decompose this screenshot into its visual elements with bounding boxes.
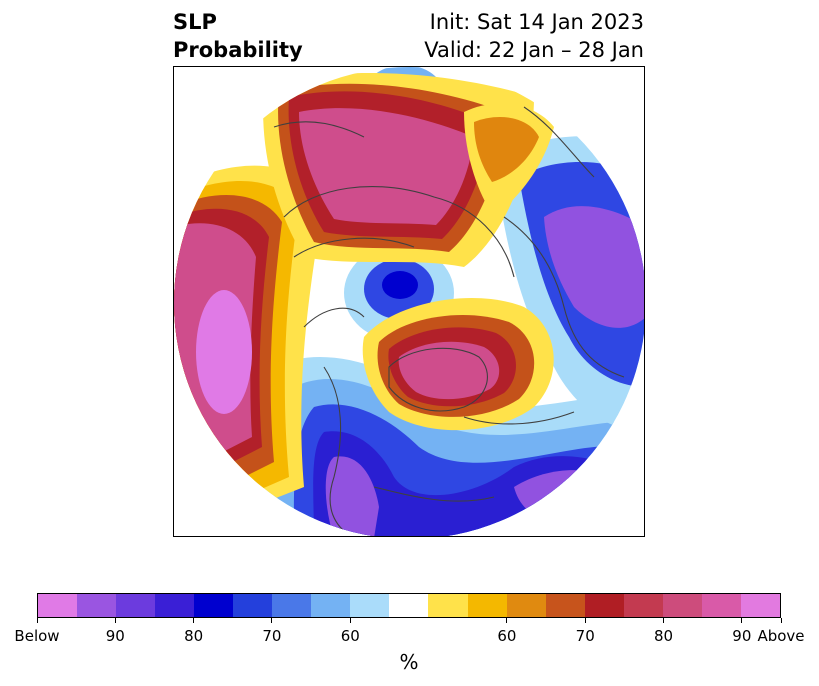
colorbar-swatch [701, 594, 741, 617]
colorbar-swatch [233, 594, 273, 617]
colorbar-tick-label: 70 [575, 627, 595, 645]
colorbar-tick [663, 618, 665, 623]
colorbar-swatch [428, 594, 468, 617]
colorbar-swatch [77, 594, 117, 617]
above-region-pacific-core [196, 290, 252, 414]
colorbar-swatch [194, 594, 234, 617]
colorbar-tick-label: 60 [340, 627, 360, 645]
colorbar-tick-label: 90 [732, 627, 752, 645]
colorbar-tick [193, 618, 195, 623]
colorbar-swatch [623, 594, 663, 617]
colorbar-swatch [116, 594, 156, 617]
colorbar-swatch [38, 594, 78, 617]
colorbar-swatch [467, 594, 507, 617]
colorbar-swatch [740, 594, 780, 617]
colorbar-tick [741, 618, 743, 623]
colorbar-tick-label: 80 [184, 627, 204, 645]
below-region-arctic-core [382, 271, 418, 299]
init-date: Init: Sat 14 Jan 2023 [429, 10, 644, 34]
colorbar-tick-label: 70 [262, 627, 282, 645]
colorbar-tick [271, 618, 273, 623]
valid-range: Valid: 22 Jan – 28 Jan [424, 38, 644, 62]
colorbar-swatch [155, 594, 195, 617]
below-region-na-core [325, 456, 379, 536]
colorbar-tick [780, 618, 782, 623]
colorbar-tick-label: Below [14, 627, 60, 645]
colorbar-tick-label: 90 [105, 627, 125, 645]
title-right: Init: Sat 14 Jan 2023 Valid: 22 Jan – 28… [424, 8, 644, 64]
colorbar-swatch [662, 594, 702, 617]
colorbar-swatch [350, 594, 390, 617]
coastlines [273, 106, 625, 536]
colorbar-tick [584, 618, 586, 623]
colorbar-tick [36, 618, 38, 623]
colorbar-tick [506, 618, 508, 623]
colorbar-swatch [389, 594, 429, 617]
title-left: SLP Probability [173, 8, 303, 64]
below-region-atlantic-core [514, 470, 629, 529]
colorbar-tick-label: 60 [497, 627, 517, 645]
colorbar-tick-label: Above [757, 627, 805, 645]
colorbar-swatch [311, 594, 351, 617]
colorbar [37, 593, 781, 618]
colorbar-unit-label: % [399, 650, 419, 674]
colorbar-swatch [272, 594, 312, 617]
above-region-greenland-core [398, 341, 500, 400]
title-variable: SLP [173, 10, 217, 34]
polar-map [174, 67, 644, 536]
colorbar-tick-label: 80 [653, 627, 674, 645]
colorbar-swatch [584, 594, 624, 617]
map-panel [173, 66, 645, 537]
colorbar-swatch [545, 594, 585, 617]
title-product: Probability [173, 38, 303, 62]
below-region-siberia-core [544, 206, 644, 328]
above-region-asia-mid [474, 117, 539, 182]
colorbar-tick [349, 618, 351, 623]
colorbar-swatch [506, 594, 546, 617]
colorbar-tick [114, 618, 116, 623]
